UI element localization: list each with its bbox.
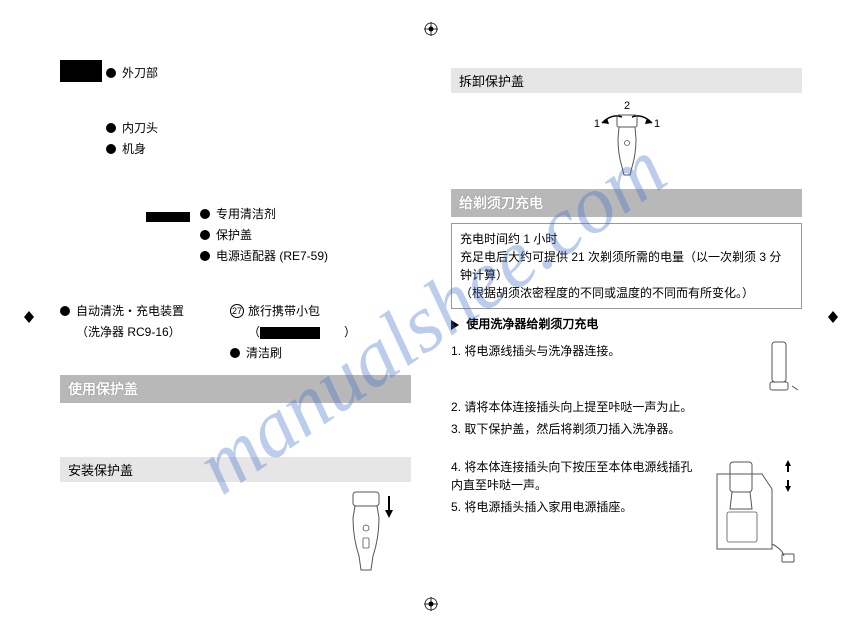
cleaner-heading: 使用洗净器给剃须刀充电 — [466, 317, 598, 331]
charge-info-box: 充电时间约 1 小时 充足电后大约可提供 21 次剃须所需的电量（以一次剃须 3… — [451, 223, 802, 309]
arrow-label-left: 1 — [593, 118, 599, 130]
label-auto-clean: 自动清洗・充电装置 — [76, 302, 184, 319]
label-auto-clean-sub: （洗净器 RC9-16） — [60, 323, 230, 340]
page-container: 外刀部 内刀头 机身 专用清洁剂 保护盖 电源适配器 (RE7-59) 自动清洗… — [40, 50, 822, 583]
redacted-bar — [146, 212, 190, 222]
sub-install-cover: 安装保护盖 — [60, 457, 411, 482]
info-line: （根据胡须浓密程度的不同或温度的不同而有所变化。） — [460, 284, 793, 302]
bullet-icon — [106, 144, 116, 154]
step-item: 3. 取下保护盖，然后将剃须刀插入洗净器。 — [451, 420, 802, 438]
label-adapter: 电源适配器 (RE7-59) — [216, 247, 328, 264]
bullet-icon — [200, 251, 210, 261]
list-item: 自动清洗・充电装置 — [60, 302, 230, 319]
label-detergent: 专用清洁剂 — [216, 205, 276, 222]
label-travel-bag: 旅行携带小包 — [248, 302, 320, 319]
shaver-remove-illustration: 2 1 1 — [582, 99, 672, 177]
step1-illustration — [762, 338, 802, 394]
crop-mark-left — [22, 310, 36, 324]
crop-mark-top — [424, 22, 438, 36]
list-item: 机身 — [106, 140, 411, 157]
bullet-icon — [230, 348, 240, 358]
arrow-label-top: 2 — [623, 100, 629, 112]
step-list: 1. 将电源线插头与洗净器连接。 2. 请将本体连接插头向上提至咔哒一声为止。 … — [451, 338, 802, 564]
cleaner-heading-row: 使用洗净器给剃须刀充电 — [451, 315, 802, 332]
crop-mark-bottom — [424, 597, 438, 611]
crop-mark-right — [826, 310, 840, 324]
step-item: 1. 将电源线插头与洗净器连接。 — [451, 342, 802, 360]
label-brush: 清洁刷 — [246, 344, 282, 361]
cleaner-dock-illustration — [702, 454, 802, 564]
bullet-icon — [200, 209, 210, 219]
label-cover: 保护盖 — [216, 226, 252, 243]
triangle-icon — [451, 320, 459, 330]
circled-number: 27 — [230, 304, 244, 318]
arrow-label-right: 1 — [654, 118, 660, 130]
index-tab — [60, 60, 102, 82]
label-body: 机身 — [122, 140, 146, 157]
section-charge: 给剃须刀充电 — [451, 189, 802, 217]
step-item: 2. 请将本体连接插头向上提至咔哒一声为止。 — [451, 398, 802, 416]
left-column: 外刀部 内刀头 机身 专用清洁剂 保护盖 电源适配器 (RE7-59) 自动清洗… — [40, 50, 431, 583]
sub-remove-cover: 拆卸保护盖 — [451, 68, 802, 93]
bullet-icon — [60, 306, 70, 316]
label-inner-blade: 内刀头 — [122, 119, 158, 136]
shaver-install-illustration — [339, 488, 401, 576]
list-item: 清洁刷 — [230, 344, 411, 361]
list-item: 27 旅行携带小包 — [230, 302, 411, 319]
section-use-cover: 使用保护盖 — [60, 375, 411, 403]
list-item: 保护盖 — [200, 226, 411, 243]
bullet-icon — [106, 68, 116, 78]
bullet-icon — [106, 123, 116, 133]
list-item: 外刀部 — [106, 64, 411, 81]
redacted-row: （ ） — [230, 323, 411, 340]
list-item: 内刀头 — [106, 119, 411, 136]
list-item: 电源适配器 (RE7-59) — [200, 247, 411, 264]
bullet-icon — [200, 230, 210, 240]
info-line: 充电时间约 1 小时 — [460, 230, 793, 248]
right-column: 拆卸保护盖 2 1 1 给剃须刀充电 充电时间约 1 小时 充足电后大约可提供 … — [431, 50, 822, 583]
list-item: 专用清洁剂 — [200, 205, 411, 222]
info-line: 充足电后大约可提供 21 次剃须所需的电量（以一次剃须 3 分钟计算） — [460, 248, 793, 284]
label-outer-blade: 外刀部 — [122, 64, 158, 81]
